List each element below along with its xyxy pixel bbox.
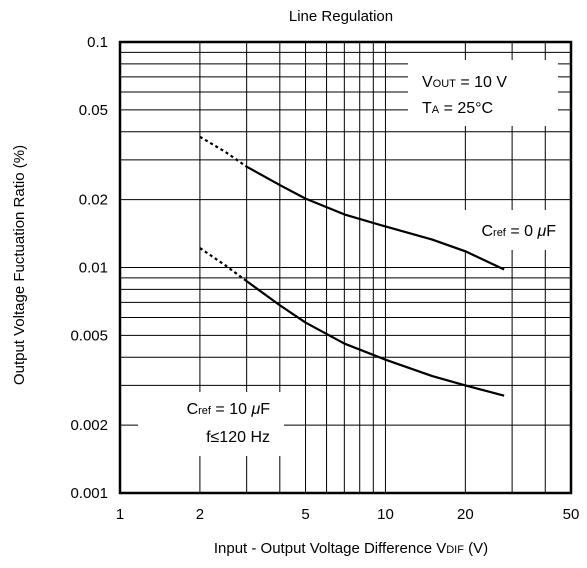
label-background (408, 60, 558, 126)
series-1-label: Cref = 0 μF (481, 223, 556, 240)
x-tick-label: 2 (196, 506, 204, 523)
series-2-frequency-label: f≤120 Hz (206, 429, 270, 446)
annotations: VOUT = 10 V TA = 25°C Cref = 0 μF Cref = 10… (187, 74, 557, 446)
y-axis-label: Output Voltage Fuctuation Ratio (%) (11, 145, 28, 385)
vout-condition: VOUT = 10 V (422, 74, 507, 91)
series-2-label: Cref = 10 μF (187, 401, 271, 418)
x-tick-label: 20 (457, 506, 474, 523)
y-tick-label: 0.05 (79, 102, 108, 119)
series-2-extrapolation (199, 247, 248, 283)
series-1-extrapolation (199, 135, 248, 168)
series-1-line (246, 165, 505, 271)
ta-condition: TA = 25°C (422, 100, 493, 117)
y-tick-labels: 0.001 0.002 0.005 0.01 0.02 0.05 0.1 (70, 34, 108, 502)
y-tick-label: 0.001 (70, 485, 108, 502)
grid-lines (120, 42, 571, 493)
y-tick-label: 0.02 (79, 192, 108, 209)
curves (199, 135, 505, 397)
x-tick-label: 5 (301, 506, 309, 523)
y-tick-label: 0.002 (70, 417, 108, 434)
x-axis-label: Input - Output Voltage Difference VDIF (… (214, 540, 488, 557)
x-tick-label: 50 (563, 506, 580, 523)
x-tick-label: 1 (116, 506, 124, 523)
plot-frame (118, 40, 573, 495)
y-tick-label: 0.01 (79, 260, 108, 277)
x-tick-labels: 1 2 5 10 20 50 (116, 506, 580, 523)
x-tick-label: 10 (377, 506, 394, 523)
series-2-line (246, 280, 505, 397)
chart-title: Line Regulation (289, 8, 393, 25)
y-tick-label: 0.1 (87, 34, 108, 51)
y-tick-label: 0.005 (70, 327, 108, 344)
label-background (138, 392, 284, 456)
label-background (430, 210, 568, 250)
